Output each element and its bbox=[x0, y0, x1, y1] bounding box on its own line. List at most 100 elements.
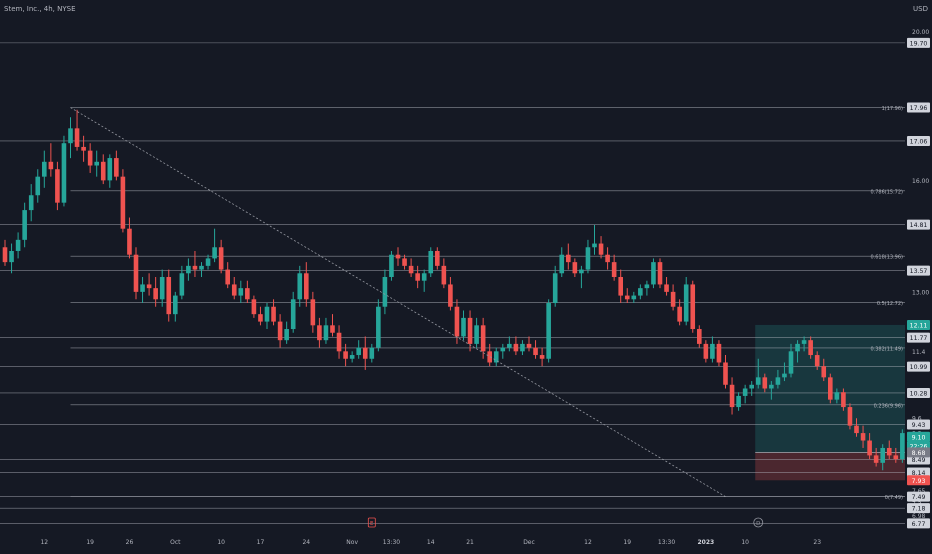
price-line-label-bg bbox=[907, 503, 930, 514]
candle-body bbox=[657, 262, 663, 285]
price-line-label-bg bbox=[907, 361, 930, 372]
candle-body bbox=[297, 273, 303, 300]
fibonacci-level-label: 0.5(12.72) bbox=[877, 301, 903, 307]
candle-body bbox=[788, 351, 794, 374]
candle-body bbox=[683, 284, 689, 322]
candle-body bbox=[670, 291, 676, 307]
candle-body bbox=[258, 314, 263, 322]
candle-body bbox=[186, 265, 191, 274]
x-axis-tick-label: Oct bbox=[170, 539, 181, 546]
candle-body bbox=[775, 377, 781, 385]
candle-body bbox=[723, 362, 728, 385]
candle-body bbox=[251, 299, 257, 315]
candle-body bbox=[605, 254, 610, 263]
x-axis-ticks: 12 19 26 Oct 10 17 24 Nov 13:30 14 21 Dec 12 19 13:30 2… bbox=[40, 539, 821, 546]
position-loss-zone bbox=[755, 452, 905, 481]
candle-body bbox=[179, 273, 185, 296]
candle-body bbox=[87, 150, 93, 166]
candle-body bbox=[749, 384, 754, 389]
candle-body bbox=[487, 351, 492, 363]
candle-body bbox=[795, 343, 800, 352]
highlight-price-label-bg bbox=[907, 319, 930, 330]
candle-body bbox=[28, 195, 34, 211]
candle-body bbox=[81, 146, 86, 151]
highlight-price-label-bg bbox=[907, 431, 930, 442]
price-labels-layer: 19.70 17.06 14.81 13.57 11.77 10.99 10.28 9.43 8… bbox=[907, 37, 930, 529]
candle-body bbox=[55, 169, 60, 203]
price-line-label-bg bbox=[907, 332, 930, 343]
candle-body bbox=[336, 332, 342, 352]
candle-body bbox=[710, 343, 715, 359]
candle-body bbox=[900, 433, 905, 460]
candle-body bbox=[552, 273, 558, 304]
candle-body bbox=[729, 384, 735, 408]
candle-body bbox=[841, 392, 846, 408]
candle-body bbox=[624, 295, 630, 300]
candle-body bbox=[42, 161, 47, 177]
highlight-price-label: 7.93 bbox=[912, 478, 926, 485]
candle-body bbox=[454, 306, 460, 337]
currency-label: USD bbox=[913, 5, 928, 13]
y-axis-tick-label: 20.00 bbox=[912, 29, 929, 36]
candle-body bbox=[140, 284, 145, 292]
candle-body bbox=[618, 277, 623, 296]
highlight-price-label: 9.10 bbox=[912, 434, 926, 441]
candle-body bbox=[644, 284, 650, 289]
candle-body bbox=[886, 447, 892, 456]
candle-body bbox=[68, 128, 73, 144]
x-axis-tick-label: 17 bbox=[257, 539, 265, 546]
highlight-price-label: 12.11 bbox=[910, 322, 928, 329]
candle-body bbox=[114, 158, 119, 177]
candle-body bbox=[408, 265, 414, 274]
price-line-label: 7.18 bbox=[912, 506, 926, 513]
candle-body bbox=[415, 273, 420, 281]
candle-body bbox=[264, 306, 270, 322]
x-axis-tick-label: 13:30 bbox=[658, 539, 675, 546]
candle-body bbox=[100, 161, 106, 181]
candle-body bbox=[755, 377, 761, 385]
candle-body bbox=[585, 247, 591, 270]
candle-body bbox=[520, 343, 525, 352]
candle-body bbox=[153, 288, 158, 300]
candle-body bbox=[572, 262, 578, 274]
candle-body bbox=[834, 392, 840, 400]
y-axis-tick-label: 9.6 bbox=[912, 416, 922, 423]
candle-body bbox=[343, 351, 348, 359]
time-axis[interactable] bbox=[0, 532, 932, 550]
candle-body bbox=[22, 210, 27, 240]
candle-body bbox=[631, 295, 637, 300]
candle-body bbox=[539, 355, 545, 359]
event-marker-label: D bbox=[756, 521, 760, 527]
fib-trend-line bbox=[70, 107, 726, 497]
candle-body bbox=[133, 254, 139, 292]
candle-body bbox=[277, 321, 283, 341]
candle-body bbox=[716, 343, 722, 363]
trendline-layer bbox=[70, 107, 726, 497]
fibonacci-layer: 1(17.96) 0.786(15.72) 0.618(13.96) 0.5(12.7… bbox=[70, 106, 905, 501]
candle-body bbox=[546, 303, 551, 359]
candle-body bbox=[61, 143, 67, 203]
candle-body bbox=[35, 176, 41, 196]
dividend-marker-icon bbox=[753, 517, 764, 528]
highlight-price-label-bg bbox=[907, 475, 930, 486]
candle-body bbox=[382, 277, 388, 307]
price-line-label: 13.57 bbox=[910, 268, 928, 275]
fibonacci-level-label: 0.786(15.72) bbox=[870, 189, 903, 195]
candle-body bbox=[290, 299, 296, 330]
candle-body bbox=[448, 284, 453, 307]
candle-body bbox=[474, 325, 479, 344]
highlight-price-label: 17.96 bbox=[910, 105, 928, 112]
price-line-label: 8.14 bbox=[912, 470, 926, 477]
price-line-label: 11.77 bbox=[910, 335, 928, 342]
candle-body bbox=[74, 128, 80, 147]
price-line-label-bg bbox=[907, 419, 930, 430]
candle-body bbox=[638, 288, 643, 296]
price-line-label-bg bbox=[907, 387, 930, 398]
candle-body bbox=[507, 343, 512, 348]
candle-body bbox=[146, 284, 152, 289]
candle-body bbox=[166, 277, 172, 315]
highlight-price-label-bg bbox=[907, 102, 930, 113]
